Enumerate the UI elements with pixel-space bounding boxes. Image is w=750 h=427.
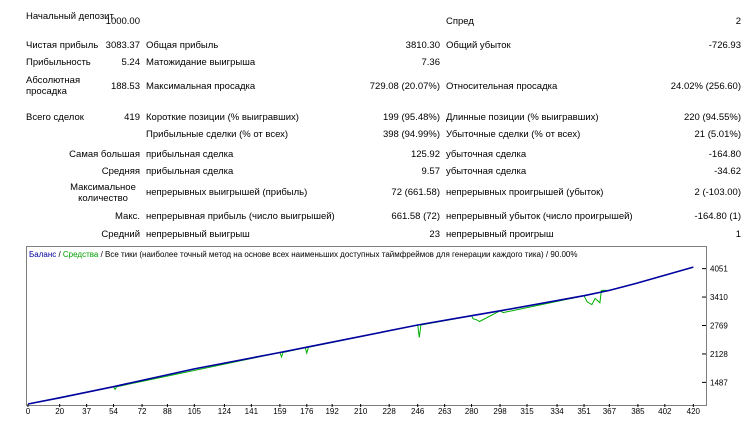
maximal-drawdown-value: 729.08 (20.07%): [369, 81, 440, 92]
max-consec-wins-label: непрерывных выигрышей (прибыль): [146, 187, 308, 198]
relative-drawdown-label: Относительная просадка: [446, 81, 558, 92]
x-tick-label: 141: [245, 407, 259, 416]
largest-label: Самая большая: [69, 149, 140, 160]
x-tick-label: 246: [411, 407, 425, 416]
x-tick-label: 420: [687, 407, 701, 416]
average-profit-label: прибыльная сделка: [146, 166, 234, 177]
profit-factor-label: Прибыльность: [26, 57, 91, 68]
expected-payoff-value: 7.36: [421, 57, 441, 68]
x-tick-label: 228: [382, 407, 396, 416]
avg-label: Средний: [101, 229, 140, 240]
avg-consec-losses-label: непрерывный проигрыш: [446, 229, 554, 240]
max-consec-losses-label: непрерывных проигрышей (убыток): [446, 187, 604, 198]
legend-separator: /: [56, 250, 63, 259]
avg-consec-losses-value: 1: [735, 229, 741, 240]
x-tick-label: 367: [603, 407, 617, 416]
y-tick-label: 3410: [710, 293, 728, 302]
x-tick-label: 263: [438, 407, 452, 416]
largest-loss-value: -164.80: [708, 149, 741, 160]
loss-trades-value: 21 (5.01%): [694, 129, 741, 140]
x-tick-label: 20: [55, 407, 64, 416]
x-tick-label: 37: [82, 407, 91, 416]
max-consec-wins-value: 72 (661.58): [391, 187, 440, 198]
average-loss-label: убыточная сделка: [446, 166, 527, 177]
x-tick-label: 315: [520, 407, 534, 416]
x-tick-label: 298: [493, 407, 507, 416]
x-tick-label: 124: [218, 407, 232, 416]
short-positions-value: 199 (95.48%): [382, 112, 440, 123]
absolute-drawdown-label: Абсолютная просадка: [26, 75, 81, 97]
net-profit-value: 3083.37: [105, 40, 140, 51]
average-profit-value: 9.57: [421, 166, 441, 177]
x-tick-label: 72: [138, 407, 147, 416]
y-tick-label: 2769: [710, 322, 728, 331]
x-tick-label: 351: [577, 407, 591, 416]
max-consec-profit-label: непрерывная прибыль (число выигрышей): [146, 211, 335, 222]
max-consec-profit-value: 661.58 (72): [391, 211, 440, 222]
y-tick-label: 4051: [710, 265, 728, 274]
total-trades-value: 419: [124, 112, 140, 123]
max-consec-losses-value: 2 (-103.00): [694, 187, 741, 198]
maximum-label: Максимальное количество: [70, 182, 136, 204]
profit-trades-label: Прибыльные сделки (% от всех): [146, 129, 289, 140]
initial-deposit-value: 1000.00: [105, 16, 140, 27]
x-tick-label: 105: [188, 407, 202, 416]
balance-chart-panel: [26, 246, 707, 406]
gross-profit-value: 3810.30: [405, 40, 440, 51]
avg-consec-wins-label: непрерывный выигрыш: [146, 229, 250, 240]
largest-profit-label: прибыльная сделка: [146, 149, 234, 160]
profit-factor-value: 5.24: [121, 57, 141, 68]
chart-legend: Баланс / Средства / Все тики (наиболее т…: [29, 250, 577, 260]
y-tick-label: 2128: [710, 350, 728, 359]
long-positions-label: Длинные позиции (% выигравших): [446, 112, 599, 123]
x-tick-label: 192: [325, 407, 339, 416]
legend-description: / Все тики (наиболее точный метод на осн…: [98, 250, 578, 259]
x-tick-label: 385: [631, 407, 645, 416]
x-tick-label: 334: [550, 407, 564, 416]
relative-drawdown-value: 24.02% (256.60): [670, 81, 741, 92]
x-tick-label: 88: [163, 407, 172, 416]
average-loss-value: -34.62: [714, 166, 741, 177]
x-tick-label: 402: [658, 407, 672, 416]
maximal-label: Макс.: [115, 211, 140, 222]
expected-payoff-label: Матожидание выигрыша: [146, 57, 256, 68]
initial-deposit-label: Начальный депозит: [26, 11, 114, 22]
legend-balance: Баланс: [29, 250, 57, 259]
net-profit-label: Чистая прибыль: [26, 40, 99, 51]
largest-profit-value: 125.92: [410, 149, 440, 160]
avg-consec-wins-value: 23: [429, 229, 440, 240]
spread-label: Спред: [446, 16, 474, 27]
total-trades-label: Всего сделок: [26, 112, 84, 123]
y-tick-label: 1487: [710, 378, 728, 387]
x-tick-label: 280: [465, 407, 479, 416]
x-tick-label: 159: [273, 407, 287, 416]
profit-trades-value: 398 (94.99%): [382, 129, 440, 140]
gross-loss-label: Общий убыток: [446, 40, 511, 51]
x-tick-label: 54: [109, 407, 118, 416]
x-tick-label: 210: [354, 407, 368, 416]
largest-loss-label: убыточная сделка: [446, 149, 527, 160]
loss-trades-label: Убыточные сделки (% от всех): [446, 129, 581, 140]
balance-series-line: [27, 266, 694, 405]
legend-equity: Средства: [62, 250, 99, 259]
average-label: Средняя: [101, 166, 140, 177]
max-consec-loss-label: непрерывный убыток (число проигрышей): [446, 211, 633, 222]
absolute-drawdown-value: 188.53: [110, 81, 140, 92]
long-positions-value: 220 (94.55%): [683, 112, 741, 123]
x-tick-label: 0: [26, 407, 31, 416]
equity-series-line: [27, 266, 694, 405]
max-consec-loss-value: -164.80 (1): [694, 211, 741, 222]
gross-loss-value: -726.93: [708, 40, 741, 51]
maximal-drawdown-label: Максимальная просадка: [146, 81, 256, 92]
gross-profit-label: Общая прибыль: [146, 40, 219, 51]
spread-value: 2: [735, 16, 741, 27]
x-tick-label: 176: [300, 407, 314, 416]
short-positions-label: Короткие позиции (% выигравших): [146, 112, 299, 123]
